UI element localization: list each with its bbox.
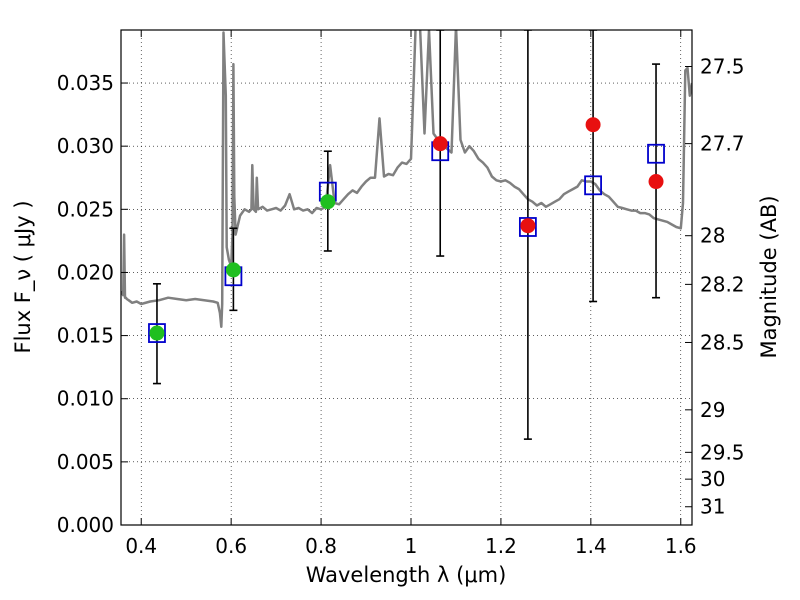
plot-area (121, 30, 692, 440)
y-axis-label: Flux F_ν ( μJy ) (11, 200, 36, 353)
right-axis-label: Magnitude (AB) (757, 195, 781, 358)
right-tick-label: 28 (700, 224, 725, 248)
undetected-flux-point (432, 136, 448, 152)
x-tick-label: 0.8 (305, 534, 337, 558)
right-tick-label: 29.5 (700, 440, 745, 464)
x-axis-ticks: 0.4 0.6 0.8 1 1.2 1.4 1.6 (125, 30, 697, 558)
y-tick-label: 0.005 (57, 450, 114, 474)
detected-flux-point (225, 262, 241, 278)
model-photometry-square (584, 175, 602, 196)
right-tick-label: 31 (700, 495, 725, 519)
undetected-flux-point (585, 117, 601, 133)
undetected-flux-point (520, 218, 536, 234)
undetected-flux-point (648, 174, 664, 190)
y-tick-label: 0.020 (57, 260, 114, 284)
right-tick-label: 29 (700, 398, 725, 422)
y-tick-label: 0.030 (57, 134, 114, 158)
y-tick-label: 0.010 (57, 387, 114, 411)
x-tick-label: 1.4 (575, 534, 607, 558)
x-tick-label: 1.6 (665, 534, 697, 558)
x-tick-label: 0.4 (125, 534, 157, 558)
right-tick-label: 28.2 (700, 272, 745, 296)
detected-flux-point (149, 325, 165, 341)
detected-flux-point (320, 194, 336, 210)
model-spectrum-line (121, 30, 692, 328)
right-tick-label: 28.5 (700, 330, 745, 354)
right-tick-label: 27.7 (700, 132, 745, 156)
right-tick-label: 27.5 (700, 54, 745, 78)
x-tick-label: 1 (405, 534, 418, 558)
x-axis-label: Wavelength λ (μm) (306, 563, 507, 587)
y-tick-label: 0.015 (57, 324, 114, 348)
right-tick-label: 30 (700, 467, 725, 491)
right-axis-ticks: 27.5 27.7 28 28.2 28.5 29 29.5 30 31 (685, 54, 745, 519)
y-axis-ticks: 0.000 0.005 0.010 0.015 0.020 0.025 0.030 0.035 (57, 71, 128, 537)
model-photometry-square (148, 323, 166, 343)
y-tick-label: 0.035 (57, 71, 114, 95)
model-photometry-square (647, 143, 665, 164)
plot-frame (120, 29, 693, 526)
model-photometry-square (518, 217, 537, 237)
y-tick-label: 0.025 (57, 197, 114, 221)
x-tick-label: 1.2 (485, 534, 517, 558)
x-tick-label: 0.6 (215, 534, 247, 558)
grid-lines (121, 30, 692, 526)
y-tick-label: 0.000 (57, 513, 114, 537)
